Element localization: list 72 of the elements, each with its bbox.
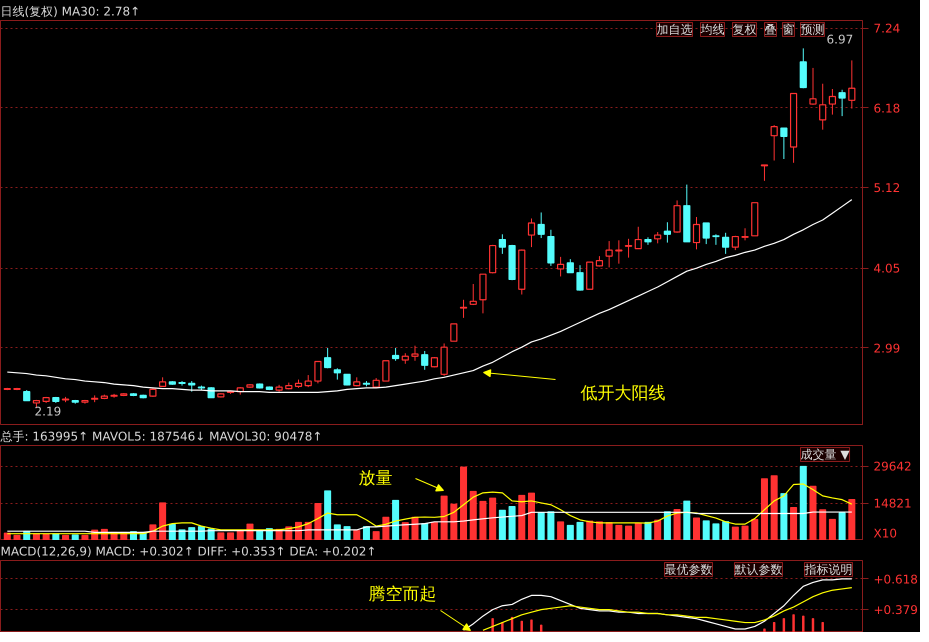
candlestick (664, 222, 671, 244)
y-tick-label: +0.379 (874, 603, 918, 618)
line-series (482, 587, 852, 631)
candlestick (654, 232, 662, 244)
candlestick (460, 299, 468, 318)
candlestick (770, 124, 778, 162)
annotation: 最优参数 (664, 562, 712, 576)
candlestick (411, 345, 419, 362)
candlestick (624, 238, 632, 258)
candlestick (848, 60, 856, 110)
candlestick (188, 380, 196, 392)
candlestick (556, 256, 564, 277)
candlestick (732, 235, 739, 251)
y-tick-label: 29642 (874, 459, 912, 474)
candlestick (538, 212, 545, 239)
candlestick (304, 374, 312, 388)
candlestick (23, 390, 30, 402)
candlestick (780, 128, 788, 160)
y-tick-label: 6.18 (874, 101, 900, 116)
candlestick (615, 240, 622, 264)
candlestick (809, 67, 817, 106)
annotation: 窗 (782, 22, 794, 36)
annotation: 2.19 (34, 404, 62, 418)
candlestick (382, 360, 390, 382)
candlestick (392, 347, 400, 362)
candlestick (498, 234, 506, 254)
annotation: 加自选 (656, 22, 692, 36)
candlestick (576, 264, 584, 292)
candlestick (702, 222, 710, 245)
annotation: 复权 (732, 22, 756, 36)
candlestick (712, 234, 720, 246)
candlestick (760, 164, 768, 182)
chart-title: 总手: 163995↑ MAVOL5: 187546↓ MAVOL30: 90478↑ (0, 430, 322, 444)
y-tick-label: X10 (874, 526, 897, 540)
candlestick (353, 376, 360, 387)
annotation: 低开大阳线 (580, 384, 666, 404)
y-tick-label: 14821 (874, 496, 912, 510)
candlestick (566, 258, 574, 274)
annotation: 预测 (800, 22, 824, 36)
line-series (462, 578, 852, 631)
candlestick (334, 368, 341, 380)
candlestick (606, 240, 613, 268)
annotation: 默认参数 (734, 562, 782, 576)
candlestick (741, 228, 749, 241)
annotation: 6.97 (826, 32, 854, 46)
candlestick (450, 323, 458, 342)
candlestick (838, 89, 846, 117)
annotation: 指标说明 (804, 562, 852, 576)
y-tick-label: 4.05 (874, 262, 900, 276)
candlestick (402, 352, 409, 364)
annotation: 叠 (764, 22, 776, 36)
candlestick (692, 216, 700, 250)
candlestick (722, 232, 730, 254)
candlestick (470, 283, 477, 306)
candlestick (819, 83, 826, 130)
candlestick (159, 376, 166, 387)
y-tick-label: 5.12 (874, 181, 900, 196)
candlestick (314, 360, 322, 384)
annotation: 放量 (358, 468, 392, 488)
y-tick-label: 7.24 (874, 22, 900, 36)
candlestick (634, 226, 642, 250)
candlestick (324, 347, 332, 369)
candlestick (421, 350, 428, 370)
chart-title: 日线(复权) MA30: 2.78↑ (0, 4, 140, 18)
candlestick (828, 88, 836, 116)
annotation: 均线 (700, 22, 724, 36)
y-tick-label: 2.99 (874, 341, 900, 356)
y-tick-label: +0.618 (874, 572, 918, 586)
annotation: 腾空而起 (368, 584, 436, 604)
chart-title: MACD(12,26,9) MACD: +0.302↑ DIFF: +0.353↑ DEA: +0.202↑ (0, 544, 376, 558)
candlestick (528, 218, 536, 248)
annotation: 成交量 ▼ (800, 448, 850, 462)
